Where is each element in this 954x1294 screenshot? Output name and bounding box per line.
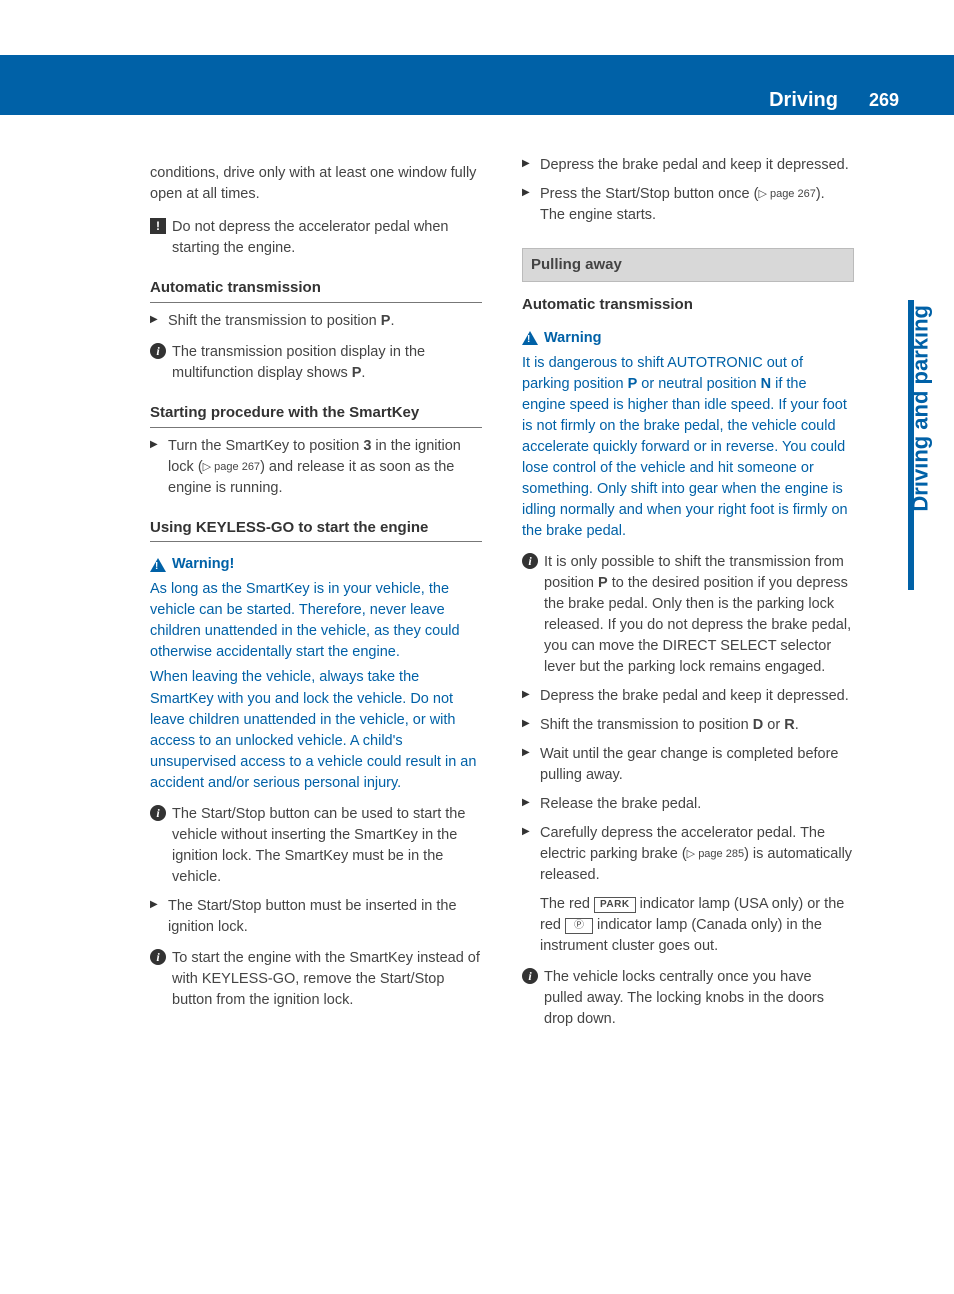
warning-label: Warning [544, 328, 601, 349]
right-column: Depress the brake pedal and keep it depr… [522, 155, 854, 1030]
pos-d: D [753, 717, 763, 733]
left-column: conditions, drive only with at least one… [150, 155, 482, 1030]
side-tab-label: Driving and parking [908, 305, 934, 512]
info-locks: The vehicle locks centrally once you hav… [522, 967, 854, 1030]
step-release: Release the brake pedal. [522, 794, 854, 815]
text: . [361, 365, 365, 381]
warning-heading-2: Warning [522, 328, 854, 349]
caution-accel: Do not depress the accelerator pedal whe… [150, 217, 482, 259]
text: Shift the transmission to position [540, 717, 753, 733]
page-ref: ▷ page 285 [687, 847, 744, 863]
pos-p: P [598, 575, 608, 591]
p-lamp-icon: Ⓟ [565, 918, 593, 935]
pos-n: N [761, 376, 771, 392]
page-number: 269 [854, 85, 914, 115]
pos-p: P [628, 376, 638, 392]
page-ref: ▷ page 267 [758, 187, 815, 203]
step-shift-p: Shift the transmission to position P. [150, 311, 482, 332]
info-shift: It is only possible to shift the transmi… [522, 552, 854, 678]
section-header: Driving [769, 85, 838, 115]
step-press: Press the Start/Stop button once (▷ page… [522, 184, 854, 226]
text: ). [816, 186, 825, 202]
text: . [795, 717, 799, 733]
step-shift-dr: Shift the transmission to position D or … [522, 715, 854, 736]
warning-body: It is dangerous to shift AUTOTRONIC out … [522, 353, 854, 542]
text: The red [540, 896, 594, 912]
step-wait: Wait until the gear change is completed … [522, 744, 854, 786]
heading-smartkey: Starting procedure with the SmartKey [150, 402, 482, 428]
text: The transmission position display in the… [172, 344, 425, 381]
heading-auto-trans: Automatic transmission [150, 277, 482, 303]
warning-heading: Warning! [150, 554, 482, 575]
pos-p: P [352, 365, 362, 381]
heading-keyless: Using KEYLESS-GO to start the engine [150, 517, 482, 543]
warning-body-1: As long as the SmartKey is in your vehic… [150, 579, 482, 663]
step-turn-key: Turn the SmartKey to position 3 in the i… [150, 436, 482, 499]
step-inserted: The Start/Stop button must be inserted i… [150, 896, 482, 938]
text: or neutral position [637, 376, 760, 392]
lamp-text: The red PARK indicator lamp (USA only) o… [540, 894, 854, 957]
step-accel: Carefully depress the accelerator pedal.… [522, 823, 854, 957]
heading-pulling-away: Pulling away [522, 248, 854, 282]
warning-triangle-icon [150, 558, 166, 572]
result-text: The engine starts. [540, 205, 854, 226]
text: . [390, 313, 394, 329]
info-startstop: The Start/Stop button can be used to sta… [150, 804, 482, 888]
park-lamp-icon: PARK [594, 897, 636, 914]
text: Press the Start/Stop button once ( [540, 186, 758, 202]
text: Turn the SmartKey to position [168, 438, 363, 454]
pos-p: P [381, 313, 391, 329]
content-area: conditions, drive only with at least one… [150, 155, 854, 1030]
warning-triangle-icon [522, 331, 538, 345]
step-brake: Depress the brake pedal and keep it depr… [522, 155, 854, 176]
pos-r: R [784, 717, 794, 733]
text: if the engine speed is higher than idle … [522, 376, 848, 539]
text: Shift the transmission to position [168, 313, 381, 329]
warning-label: Warning! [172, 554, 234, 575]
page-ref: ▷ page 267 [203, 460, 260, 476]
intro-para: conditions, drive only with at least one… [150, 163, 482, 205]
info-display-p: The transmission position display in the… [150, 342, 482, 384]
info-instead: To start the engine with the SmartKey in… [150, 948, 482, 1011]
text: or [763, 717, 784, 733]
heading-auto-trans-2: Automatic transmission [522, 294, 854, 316]
step-brake-2: Depress the brake pedal and keep it depr… [522, 686, 854, 707]
warning-body-2: When leaving the vehicle, always take th… [150, 667, 482, 793]
